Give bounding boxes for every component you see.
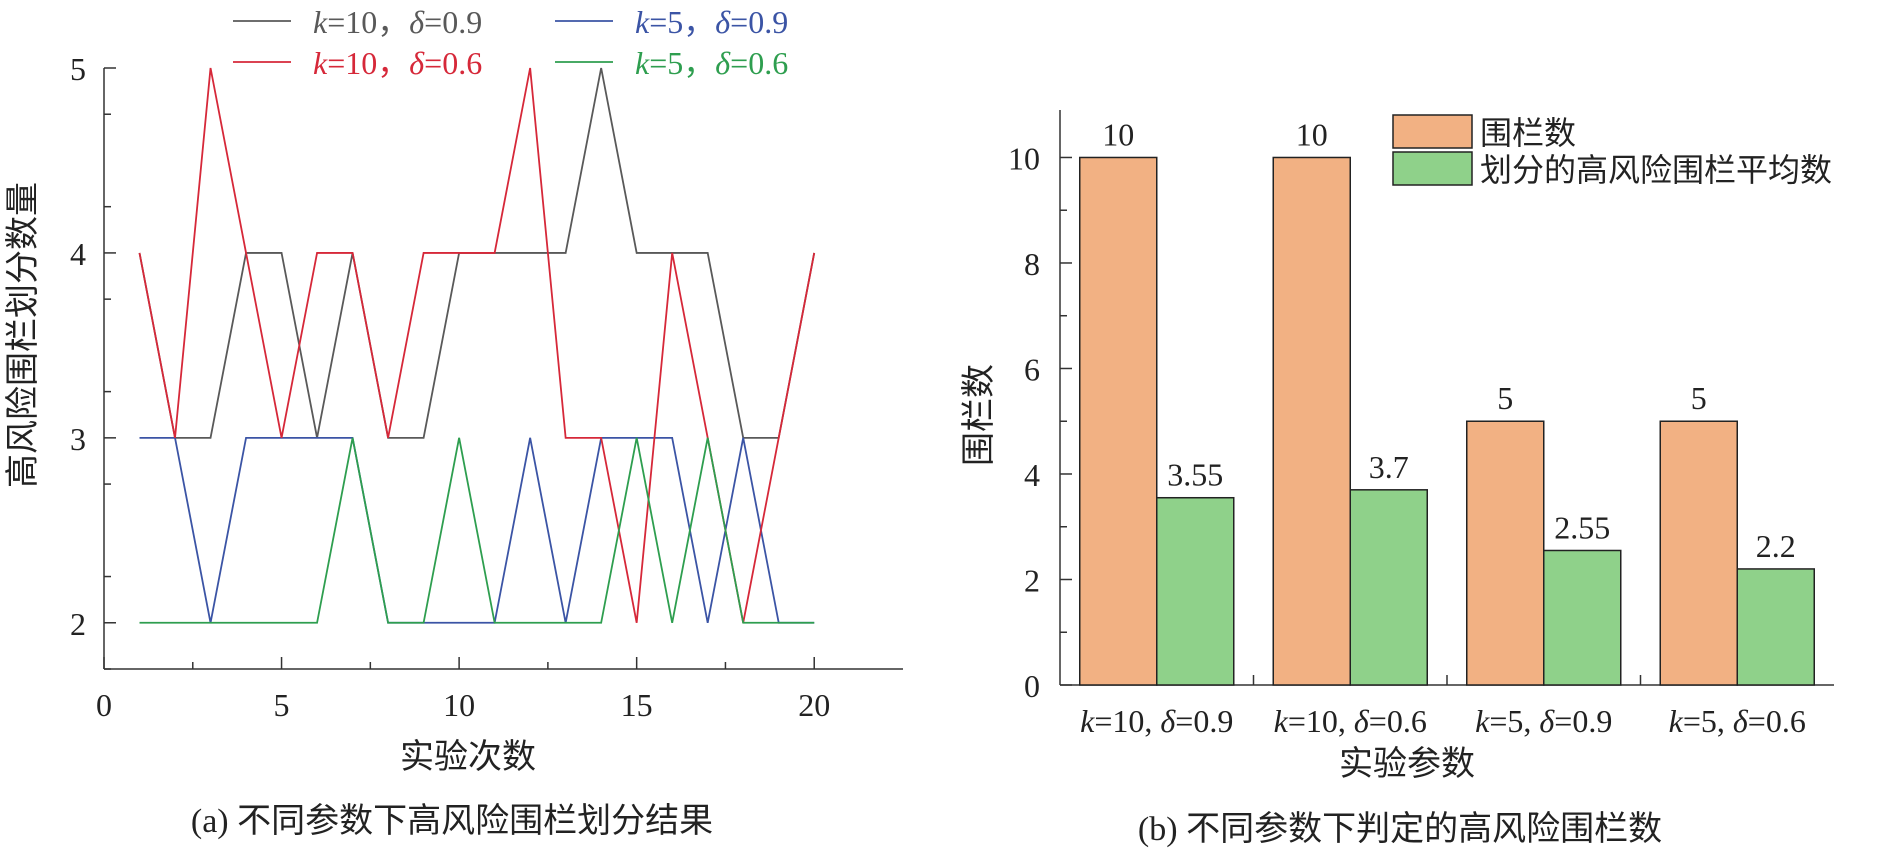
line-chart-x-axis-title: 实验次数 xyxy=(400,738,536,776)
bar-chart-panel: 0 2 4 6 8 10 k=10, δ=0.9 k=10, δ=0.6 k=5, δ=0.9 k… xyxy=(960,110,1834,848)
legend-label: 划分的高风险围栏平均数 xyxy=(1480,152,1832,188)
bar-value-label: 3.7 xyxy=(1369,449,1409,485)
bar-value-label: 3.55 xyxy=(1167,457,1223,493)
bar-1-3 xyxy=(1466,420,1545,686)
x-category-label: k=5, δ=0.6 xyxy=(1669,703,1806,739)
legend-label: k=10，δ=0.9 xyxy=(313,4,482,40)
bar-2-3 xyxy=(1543,549,1622,686)
line-chart-series xyxy=(138,67,816,624)
line-chart-legend: k=10，δ=0.9 k=5，δ=0.9 k=10，δ=0.6 k=5，δ=0.6 xyxy=(233,4,788,81)
bar-value-label: 10 xyxy=(1296,116,1328,152)
bar-1-1 xyxy=(1079,156,1158,686)
line-series-3 xyxy=(138,67,816,623)
y-tick-label: 4 xyxy=(1024,457,1040,493)
line-chart-axes: 2 3 4 5 0 5 10 15 20 xyxy=(70,51,903,723)
legend-swatch xyxy=(1392,114,1473,149)
bar-chart-y-axis-title: 围栏数 xyxy=(960,364,998,466)
line-series-4 xyxy=(139,437,815,624)
legend-label: k=5，δ=0.6 xyxy=(635,45,788,81)
x-category-label: k=5, δ=0.9 xyxy=(1475,703,1612,739)
y-tick-label: 2 xyxy=(70,606,86,642)
bar-2-4 xyxy=(1736,568,1815,686)
x-tick-label: 10 xyxy=(443,687,475,723)
y-tick-label: 3 xyxy=(70,421,86,457)
bar-chart-axes: 0 2 4 6 8 10 k=10, δ=0.9 k=10, δ=0.6 k=5, δ=0.9 k… xyxy=(1008,110,1834,739)
bar-2-1 xyxy=(1156,496,1235,686)
x-tick-label: 0 xyxy=(96,687,112,723)
x-category-label: k=10, δ=0.9 xyxy=(1080,703,1233,739)
bar-value-label: 10 xyxy=(1102,116,1134,152)
bar-value-label: 2.55 xyxy=(1554,509,1610,545)
legend-label: 围栏数 xyxy=(1480,115,1576,151)
y-tick-label: 6 xyxy=(1024,351,1040,387)
y-tick-label: 2 xyxy=(1024,562,1040,598)
legend-label: k=5，δ=0.9 xyxy=(635,4,788,40)
y-tick-label: 10 xyxy=(1008,140,1040,176)
bar-value-label: 5 xyxy=(1691,380,1707,416)
bar-chart-x-axis-title: 实验参数 xyxy=(1339,745,1475,783)
y-tick-label: 0 xyxy=(1024,668,1040,704)
bar-value-label: 2.2 xyxy=(1756,528,1796,564)
legend-swatch xyxy=(1392,151,1473,186)
bar-2-2 xyxy=(1349,489,1428,686)
bar-1-2 xyxy=(1272,156,1351,686)
line-chart-caption: (a) 不同参数下高风险围栏划分结果 xyxy=(191,802,713,840)
x-tick-label: 15 xyxy=(621,687,653,723)
y-tick-label: 5 xyxy=(70,51,86,87)
x-category-label: k=10, δ=0.6 xyxy=(1274,703,1427,739)
bar-chart-caption: (b) 不同参数下判定的高风险围栏数 xyxy=(1138,810,1662,848)
x-tick-label: 5 xyxy=(274,687,290,723)
x-tick-label: 20 xyxy=(798,687,830,723)
bar-chart-bars: 10 3.55 10 3.7 5 2.55 5 2.2 xyxy=(1079,116,1815,686)
y-tick-label: 8 xyxy=(1024,246,1040,282)
line-series-2 xyxy=(139,436,815,624)
y-tick-label: 4 xyxy=(70,236,86,272)
line-chart-y-axis-title: 高风险围栏划分数量 xyxy=(4,182,42,488)
legend-label: k=10，δ=0.6 xyxy=(313,45,482,81)
bar-1-4 xyxy=(1659,420,1738,686)
bar-value-label: 5 xyxy=(1497,380,1513,416)
